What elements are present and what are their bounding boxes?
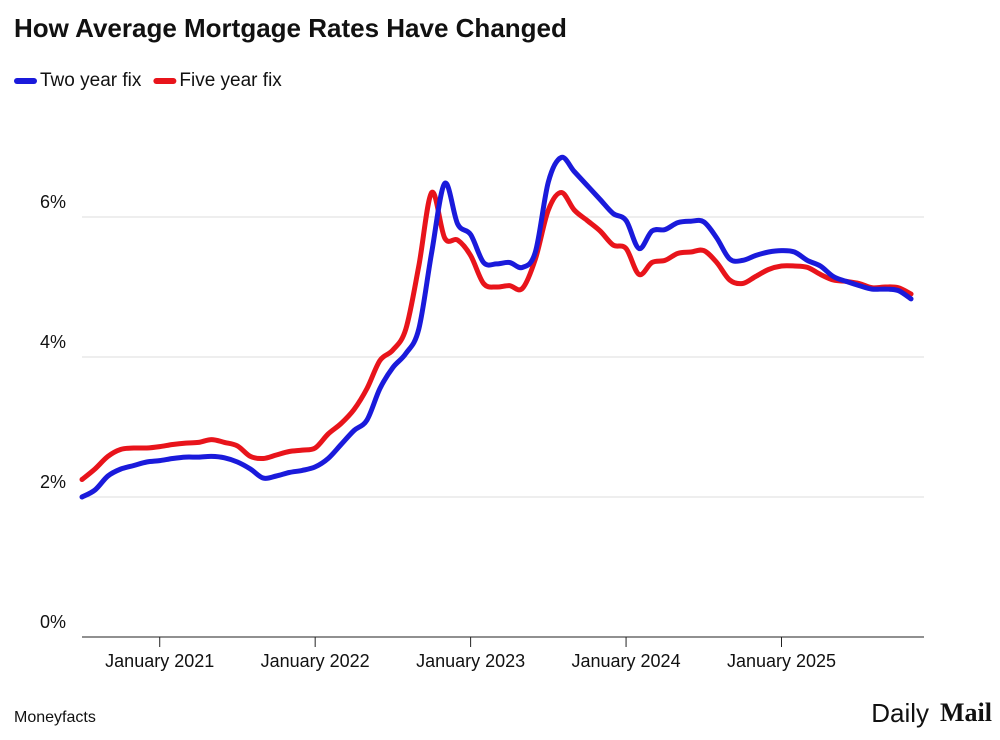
y-tick-label: 4% xyxy=(40,332,66,352)
series-line xyxy=(79,189,914,482)
y-tick-label: 0% xyxy=(40,612,66,632)
x-tick-label: January 2022 xyxy=(261,651,370,671)
source: Moneyfacts xyxy=(14,709,96,726)
series-line xyxy=(79,154,914,500)
x-tick-label: January 2023 xyxy=(416,651,525,671)
y-tick-label: 6% xyxy=(40,192,66,212)
legend-label: Five year fix xyxy=(179,70,282,91)
x-tick-label: January 2024 xyxy=(572,651,681,671)
legend-label: Two year fix xyxy=(40,70,142,91)
x-tick-label: January 2025 xyxy=(727,651,836,671)
logo-daily: Daily xyxy=(871,698,929,728)
x-tick-label: January 2021 xyxy=(105,651,214,671)
chart-title: How Average Mortgage Rates Have Changed xyxy=(14,13,567,43)
logo-mail: Mail xyxy=(940,698,992,727)
y-tick-label: 2% xyxy=(40,472,66,492)
